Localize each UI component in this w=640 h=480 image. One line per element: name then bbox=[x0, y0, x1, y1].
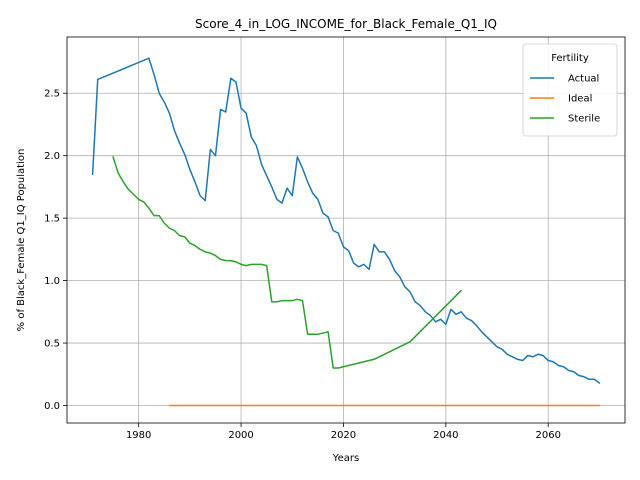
x-axis-label: Years bbox=[332, 453, 359, 464]
x-tick-label: 1980 bbox=[126, 430, 151, 441]
legend-label-ideal: Ideal bbox=[568, 94, 592, 105]
series-layer bbox=[91, 57, 601, 407]
legend-label-actual: Actual bbox=[568, 74, 599, 85]
y-axis-label: % of Black_Female Q1_IQ Population bbox=[16, 149, 27, 332]
y-tick-label: 2.5 bbox=[44, 89, 60, 100]
x-tick-label: 2040 bbox=[433, 430, 458, 441]
x-axis: 1980 2000 2020 2040 2060 bbox=[126, 423, 561, 441]
x-tick-label: 2060 bbox=[535, 430, 560, 441]
y-tick-label: 0.5 bbox=[44, 339, 60, 350]
legend-items: Actual Ideal Sterile bbox=[530, 74, 600, 125]
plot-area-frame bbox=[66, 36, 626, 424]
legend-label-sterile: Sterile bbox=[568, 114, 600, 125]
y-tick-label: 1.5 bbox=[44, 214, 60, 225]
series-line-sterile bbox=[112, 156, 462, 369]
legend-box bbox=[522, 43, 618, 137]
chart-title: Score_4_in_LOG_INCOME_for_Black_Female_Q… bbox=[195, 17, 497, 31]
x-tick-label: 2020 bbox=[331, 430, 356, 441]
y-tick-label: 1.0 bbox=[44, 276, 60, 287]
y-axis: 0.0 0.5 1.0 1.5 2.0 2.5 bbox=[44, 89, 67, 412]
legend-title: Fertility bbox=[551, 53, 589, 64]
y-tick-label: 2.0 bbox=[44, 151, 60, 162]
series-line-actual bbox=[91, 57, 601, 384]
legend: Fertility Actual Ideal Sterile bbox=[522, 43, 618, 137]
x-tick-label: 2000 bbox=[228, 430, 253, 441]
y-tick-label: 0.0 bbox=[44, 401, 60, 412]
